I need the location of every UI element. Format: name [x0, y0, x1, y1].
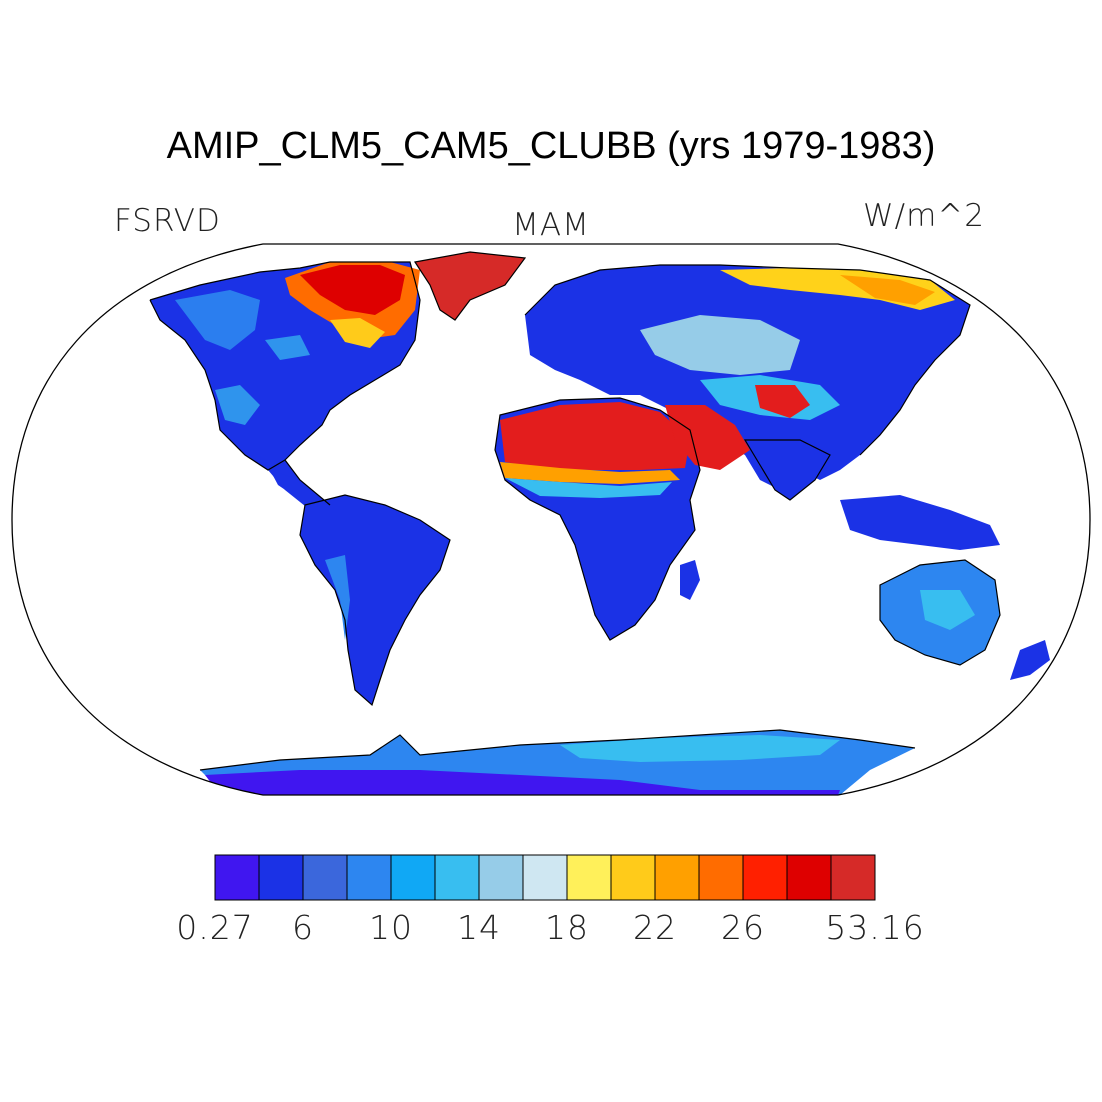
siberia-arctic-orange — [840, 275, 935, 305]
colorbar-swatch — [786, 854, 832, 901]
map-boundary — [11, 243, 1091, 796]
colorbar-swatch — [566, 854, 612, 901]
colorbar-tick-label: 18 — [545, 908, 589, 947]
coastlines — [149, 251, 1001, 771]
arabia-red — [665, 405, 750, 470]
colorbar-swatch — [214, 854, 260, 901]
sahel-band — [500, 462, 680, 484]
colorbar-tick-label: 10 — [369, 908, 413, 947]
antarctica-light — [560, 735, 840, 762]
na-light-patches — [215, 335, 310, 425]
colorbar-swatch — [258, 854, 304, 901]
colorbar-swatch — [390, 854, 436, 901]
south-america-land — [300, 495, 450, 705]
australia-light — [920, 590, 975, 630]
south-america-andes-light — [325, 555, 350, 640]
hudson-yellow — [330, 318, 385, 348]
units-label: W/m^2 — [863, 198, 985, 234]
colorbar-swatch — [434, 854, 480, 901]
sahel-light — [505, 478, 672, 498]
madagascar — [680, 560, 700, 600]
maritime-continent — [840, 495, 1000, 550]
colorbar-tick-label: 14 — [457, 908, 501, 947]
colorbar-swatch — [698, 854, 744, 901]
variable-label: FSRVD — [114, 203, 221, 239]
taklamakan-red — [755, 385, 810, 418]
colorbar-tick-label: 6 — [292, 908, 314, 947]
antarctica-dark — [205, 770, 840, 795]
colorbar-swatch — [478, 854, 524, 901]
na-light-band — [175, 290, 260, 350]
chart-title: AMIP_CLM5_CAM5_CLUBB (yrs 1979-1983) — [166, 125, 936, 167]
season-label: MAM — [512, 207, 590, 243]
colorbar-tick-label: 53.16 — [825, 908, 925, 947]
map-land-field — [149, 251, 1050, 795]
greenland-land — [415, 252, 525, 320]
siberia-light — [640, 315, 800, 375]
colorbar-swatch — [830, 854, 876, 901]
colorbar-swatch — [522, 854, 568, 901]
sahara-red — [500, 402, 690, 470]
colorbar-tick-label: 0.27 — [176, 908, 254, 947]
colorbar-swatch — [610, 854, 656, 901]
colorbar-tick-label: 26 — [721, 908, 765, 947]
canadian-arctic-red — [300, 265, 405, 315]
new-zealand — [1010, 640, 1050, 680]
colorbar-tick-label: 22 — [633, 908, 677, 947]
colorbar-swatch — [346, 854, 392, 901]
colorbar-swatch — [742, 854, 788, 901]
colorbar — [214, 854, 876, 901]
colorbar-swatch — [654, 854, 700, 901]
colorbar-swatch — [302, 854, 348, 901]
